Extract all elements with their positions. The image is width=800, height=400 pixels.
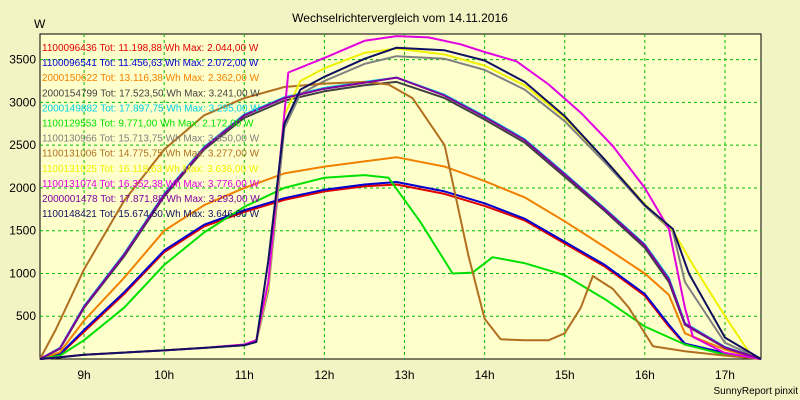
axis-ticks: 9h 10h 11h 12h 13h 14h 15h 16h 17h 500 1000 1500 200… <box>9 53 735 382</box>
x-tick-label: 11h <box>235 368 254 382</box>
legend-entry: 1100130966 Tot: 15.713,75 Wh Max: 3.550,… <box>42 134 260 145</box>
y-tick-label: 3500 <box>9 53 36 67</box>
series-line-1 <box>39 183 762 360</box>
x-tick-label: 14h <box>475 368 495 382</box>
y-tick-label: 3000 <box>9 95 36 109</box>
legend-entry: 1100096541 Tot: 11.456,63 Wh Max: 2.072,… <box>42 58 259 69</box>
series-line-8 <box>39 80 762 360</box>
y-axis-label: W <box>34 17 46 31</box>
chart-title: Wechselrichtervergleich vom 14.11.2016 <box>292 11 508 25</box>
y-tick-label: 500 <box>16 309 36 323</box>
y-tick-label: 2000 <box>9 181 36 195</box>
x-tick-label: 9h <box>77 368 90 382</box>
x-tick-label: 12h <box>314 368 334 382</box>
series-line-3 <box>39 156 762 360</box>
series-line-11 <box>39 76 762 360</box>
x-tick-label: 17h <box>715 368 735 382</box>
legend-entry: 2000149882 Tot: 17.897,75 Wh Max: 3.295,… <box>42 103 260 114</box>
legend-entry: 1100148421 Tot: 15.674,50 Wh Max: 3.646,… <box>42 209 260 220</box>
legend-entry: 2000150622 Tot: 13.116,38 Wh Max: 2.362,… <box>42 73 260 84</box>
footer-credit: SunnyReport pinxit <box>714 386 799 397</box>
y-tick-label: 2500 <box>9 138 36 152</box>
series-line-2 <box>39 181 762 360</box>
plot-area <box>39 33 762 360</box>
legend-entry: 1100096436 Tot: 11.198,88 Wh Max: 2.044,… <box>42 43 259 54</box>
legend-entry: 1100129553 Tot: 9.771,00 Wh Max: 2.172,0… <box>42 119 254 130</box>
y-tick-label: 1500 <box>9 224 36 238</box>
legend-entry: 1100131025 Tot: 16.118,63 Wh Max: 3.636,… <box>42 164 259 175</box>
legend: 1100096436 Tot: 11.198,88 Wh Max: 2.044,… <box>42 43 260 220</box>
legend-entry: 2000001478 Tot: 17.871,88 Wh Max: 3.293,… <box>42 194 260 205</box>
x-tick-label: 10h <box>154 368 174 382</box>
legend-entry: 1100131006 Tot: 14.775,75 Wh Max: 3.277,… <box>42 149 260 160</box>
x-tick-label: 16h <box>635 368 655 382</box>
x-tick-label: 15h <box>555 368 575 382</box>
series-line-6 <box>39 174 762 360</box>
x-tick-label: 13h <box>394 368 414 382</box>
series-line-12 <box>39 46 762 360</box>
legend-entry: 2000154799 Tot: 17.523,50 Wh Max: 3.241,… <box>42 88 260 99</box>
legend-entry: 1100131074 Tot: 16.352,38 Wh Max: 3.776,… <box>42 179 260 190</box>
y-tick-label: 1000 <box>9 266 36 280</box>
series-lines <box>39 35 762 360</box>
